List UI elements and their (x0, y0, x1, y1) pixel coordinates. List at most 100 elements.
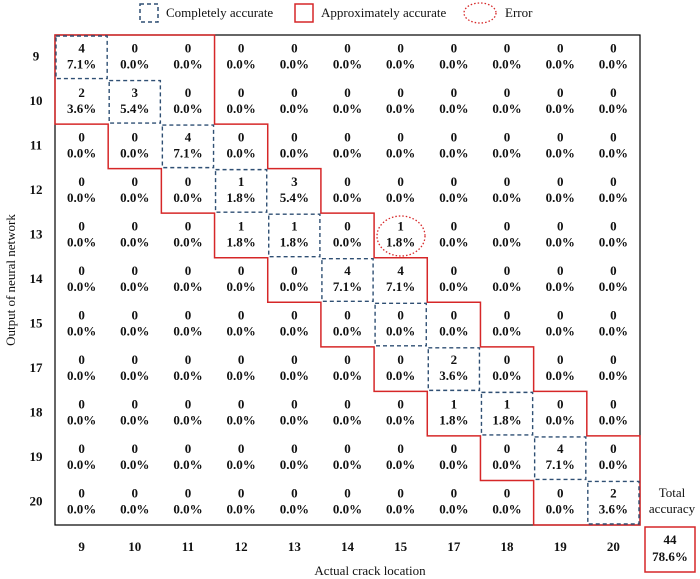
cell-percent: 0.0% (599, 101, 628, 116)
cell-percent: 0.0% (120, 190, 149, 205)
cell-percent: 0.0% (546, 190, 575, 205)
row-label: 11 (30, 137, 42, 152)
cell-percent: 0.0% (120, 324, 149, 339)
cell-percent: 0.0% (227, 101, 256, 116)
cell-count: 0 (291, 486, 298, 501)
cell-count: 0 (185, 263, 192, 278)
cell-percent: 0.0% (492, 145, 521, 160)
cell-count: 1 (238, 174, 245, 189)
cell-percent: 0.0% (333, 324, 362, 339)
cell-percent: 0.0% (67, 145, 96, 160)
cell-percent: 0.0% (67, 190, 96, 205)
cell-count: 0 (78, 129, 85, 144)
cell-percent: 0.0% (492, 279, 521, 294)
cell-percent: 0.0% (333, 413, 362, 428)
cell-count: 0 (78, 486, 85, 501)
cell-count: 0 (557, 397, 564, 412)
cell-count: 0 (451, 263, 458, 278)
cell-count: 0 (344, 308, 351, 323)
accurate-cell (321, 258, 374, 302)
cell-percent: 0.0% (227, 368, 256, 383)
cell-count: 0 (185, 174, 192, 189)
cell-percent: 0.0% (546, 502, 575, 517)
cell-count: 0 (504, 308, 511, 323)
cell-percent: 1.8% (227, 234, 256, 249)
cell-percent: 0.0% (280, 457, 309, 472)
cell-count: 0 (610, 174, 617, 189)
cell-count: 2 (610, 486, 617, 501)
cell-percent: 0.0% (333, 101, 362, 116)
cell-percent: 0.0% (227, 145, 256, 160)
cell-count: 0 (610, 40, 617, 55)
cell-percent: 0.0% (227, 413, 256, 428)
cell-percent: 0.0% (439, 101, 468, 116)
cell-count: 0 (238, 263, 245, 278)
row-label: 9 (33, 48, 40, 63)
legend-swatch-dashed (139, 3, 159, 23)
cell-percent: 0.0% (492, 190, 521, 205)
cell-count: 0 (397, 85, 404, 100)
col-label: 18 (501, 539, 515, 554)
cell-percent: 0.0% (439, 56, 468, 71)
cell-count: 2 (451, 352, 458, 367)
accurate-cell (374, 302, 427, 347)
cell-count: 3 (132, 85, 139, 100)
cell-percent: 0.0% (599, 324, 628, 339)
cell-percent: 0.0% (546, 234, 575, 249)
cell-count: 4 (557, 441, 564, 456)
cell-percent: 0.0% (492, 101, 521, 116)
cell-percent: 0.0% (386, 56, 415, 71)
cell-count: 0 (397, 308, 404, 323)
cell-count: 0 (78, 397, 85, 412)
cell-count: 0 (238, 308, 245, 323)
cell-count: 0 (132, 263, 139, 278)
cell-count: 1 (451, 397, 458, 412)
cell-count: 0 (557, 218, 564, 233)
cell-count: 1 (291, 218, 298, 233)
cell-count: 0 (504, 352, 511, 367)
legend-swatch-circle (463, 2, 497, 24)
col-label: 19 (554, 539, 568, 554)
cell-count: 0 (610, 397, 617, 412)
cell-count: 0 (397, 397, 404, 412)
cell-percent: 0.0% (173, 368, 202, 383)
cell-count: 0 (557, 486, 564, 501)
total-percent: 78.6% (652, 549, 688, 564)
cell-percent: 0.0% (280, 101, 309, 116)
cell-count: 0 (504, 218, 511, 233)
cell-count: 0 (451, 129, 458, 144)
cell-count: 0 (557, 85, 564, 100)
cell-percent: 0.0% (439, 502, 468, 517)
row-label: 18 (30, 405, 44, 420)
cell-percent: 0.0% (67, 324, 96, 339)
cell-count: 0 (132, 218, 139, 233)
x-axis-title: Actual crack location (314, 563, 426, 578)
cell-percent: 0.0% (333, 145, 362, 160)
cell-count: 1 (397, 218, 404, 233)
cell-count: 0 (78, 441, 85, 456)
cell-count: 0 (397, 486, 404, 501)
cell-percent: 1.8% (227, 190, 256, 205)
cell-percent: 0.0% (599, 145, 628, 160)
cell-percent: 7.1% (67, 56, 96, 71)
cell-count: 0 (610, 85, 617, 100)
cell-count: 0 (291, 40, 298, 55)
cell-count: 0 (132, 308, 139, 323)
cell-count: 0 (238, 397, 245, 412)
cell-count: 0 (344, 397, 351, 412)
cell-percent: 0.0% (280, 413, 309, 428)
cell-count: 0 (557, 263, 564, 278)
cell-count: 0 (238, 352, 245, 367)
cell-count: 0 (610, 129, 617, 144)
cell-count: 0 (397, 40, 404, 55)
cell-count: 0 (78, 174, 85, 189)
col-label: 20 (607, 539, 620, 554)
col-label: 11 (182, 539, 194, 554)
cell-count: 4 (344, 263, 351, 278)
cell-percent: 0.0% (546, 324, 575, 339)
cell-count: 0 (78, 308, 85, 323)
cell-percent: 0.0% (333, 190, 362, 205)
cell-percent: 0.0% (173, 413, 202, 428)
cell-percent: 0.0% (120, 457, 149, 472)
